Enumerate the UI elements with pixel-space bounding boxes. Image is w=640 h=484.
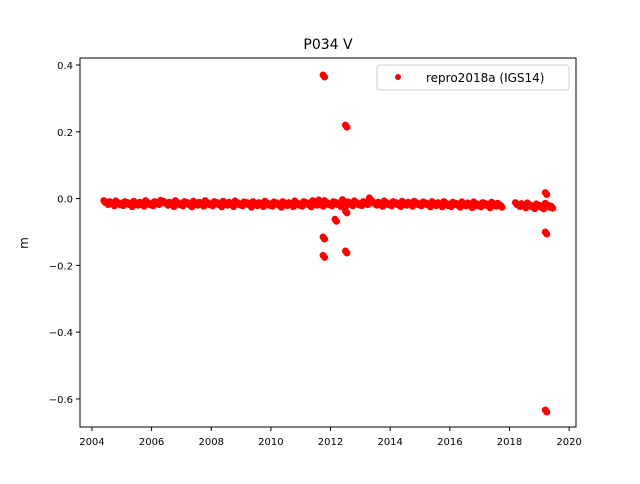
x-tick-label: 2020 bbox=[556, 437, 581, 448]
x-tick-label: 2004 bbox=[79, 437, 104, 448]
y-tick-label: 0.2 bbox=[57, 128, 73, 139]
y-axis: 0.4 0.2 0.0 −0.2 −0.4 −0.6 bbox=[49, 61, 80, 406]
y-tick-label: −0.6 bbox=[49, 395, 73, 406]
x-tick-label: 2016 bbox=[437, 437, 462, 448]
legend-box bbox=[376, 64, 570, 91]
axes-frame bbox=[79, 57, 577, 428]
legend-label: repro2018a (IGS14) bbox=[426, 71, 544, 85]
data-point bbox=[343, 249, 351, 257]
legend: repro2018a (IGS14) bbox=[376, 64, 570, 91]
y-tick-label: 0.0 bbox=[57, 195, 73, 206]
x-axis: 2004 2006 2008 2010 2012 2014 2016 2018 2020 bbox=[79, 427, 582, 448]
y-tick-label: 0.4 bbox=[57, 61, 73, 72]
chart-title: P034 V bbox=[303, 37, 353, 53]
x-tick-label: 2008 bbox=[199, 437, 224, 448]
data-point bbox=[321, 73, 329, 81]
data-point bbox=[543, 230, 551, 238]
y-axis-label: m bbox=[17, 237, 31, 249]
data-point bbox=[549, 204, 557, 212]
x-tick-label: 2018 bbox=[497, 437, 522, 448]
x-tick-label: 2012 bbox=[318, 437, 343, 448]
data-points bbox=[100, 71, 557, 416]
x-tick-label: 2014 bbox=[377, 437, 402, 448]
data-point bbox=[343, 209, 351, 217]
x-tick-label: 2006 bbox=[139, 437, 164, 448]
data-point bbox=[543, 408, 551, 416]
data-point bbox=[333, 217, 341, 225]
y-tick-label: −0.2 bbox=[49, 261, 73, 272]
data-point bbox=[321, 235, 329, 243]
data-point bbox=[498, 203, 506, 211]
data-point bbox=[543, 191, 551, 199]
data-point bbox=[343, 123, 351, 131]
data-point bbox=[321, 253, 329, 261]
legend-marker bbox=[395, 74, 401, 80]
y-tick-label: −0.4 bbox=[49, 328, 73, 339]
x-tick-label: 2010 bbox=[258, 437, 283, 448]
